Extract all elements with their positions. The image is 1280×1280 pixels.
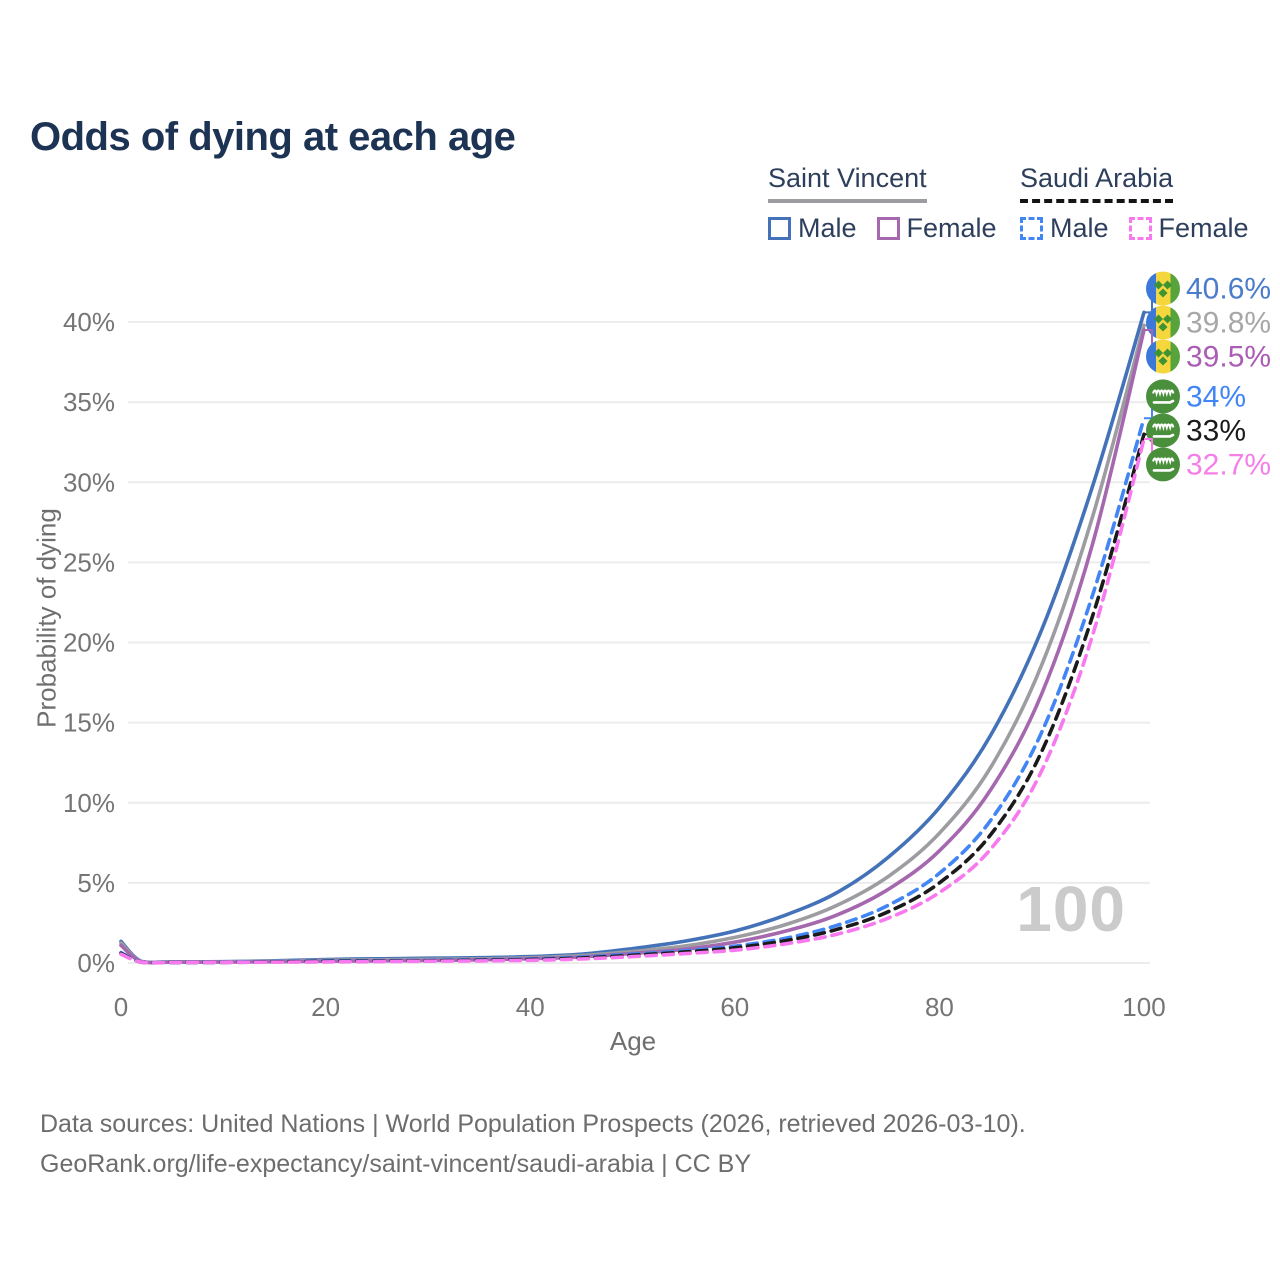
age-watermark: 100 xyxy=(1016,873,1126,945)
line-swatch-icon xyxy=(1128,217,1152,240)
series-line-saint-vincent-male xyxy=(119,310,1146,965)
y-tick-label: 20% xyxy=(63,628,115,658)
y-tick-label: 0% xyxy=(77,948,115,978)
legend-item-label: Male xyxy=(798,213,857,243)
end-label-saudi-arabia-female: 32.7% xyxy=(1186,448,1271,481)
flag-icon-saudi-arabia xyxy=(1146,447,1180,482)
legend-item-saudi-arabia-female[interactable]: Female xyxy=(1128,213,1249,244)
line-swatch-icon xyxy=(1020,217,1043,240)
legend-item-saint-vincent-male[interactable]: Male xyxy=(768,213,857,244)
legend-group-saudi-arabia: Saudi Arabia Male Female xyxy=(1020,163,1249,244)
x-tick-label: 20 xyxy=(311,992,340,1022)
legend-item-saudi-arabia-male[interactable]: Male xyxy=(1020,213,1109,244)
flag-icon-saudi-arabia xyxy=(1146,413,1180,448)
flag-icon-saint-vincent xyxy=(1146,339,1180,374)
end-label-saint-vincent-female: 39.5% xyxy=(1186,341,1271,374)
footer-sources: Data sources: United Nations | World Pop… xyxy=(40,1110,1026,1138)
x-tick-label: 100 xyxy=(1122,992,1165,1022)
legend-row-saint-vincent: Male Female xyxy=(768,213,997,244)
y-tick-label: 15% xyxy=(63,708,115,738)
page-title: Odds of dying at each age xyxy=(30,114,516,159)
legend-group-title-saudi-arabia[interactable]: Saudi Arabia xyxy=(1020,163,1174,203)
legend-group-title-saint-vincent[interactable]: Saint Vincent xyxy=(768,163,927,203)
legend-item-saint-vincent-female[interactable]: Female xyxy=(876,213,997,244)
y-tick-label: 5% xyxy=(77,868,115,898)
flag-icon-saint-vincent xyxy=(1146,271,1180,306)
end-label-saudi-arabia-male: 34% xyxy=(1186,380,1246,413)
footer-url: GeoRank.org/life-expectancy/saint-vincen… xyxy=(40,1150,751,1178)
y-tick-label: 35% xyxy=(63,387,115,417)
x-tick-label: 80 xyxy=(925,992,954,1022)
legend-item-label: Male xyxy=(1050,213,1109,243)
flag-icon-saint-vincent xyxy=(1146,305,1180,340)
y-tick-label: 25% xyxy=(63,547,115,577)
end-label-saudi-arabia-both-sexes: 33% xyxy=(1186,414,1246,447)
footer: Data sources: United Nations | World Pop… xyxy=(40,1104,1026,1184)
x-tick-label: 0 xyxy=(114,992,128,1022)
x-tick-label: 40 xyxy=(516,992,545,1022)
flag-icon-saudi-arabia xyxy=(1146,379,1180,414)
y-tick-label: 40% xyxy=(63,307,115,337)
line-swatch-icon xyxy=(768,217,791,240)
line-swatch-icon xyxy=(876,217,900,240)
series-line-saint-vincent-both-sexes xyxy=(119,323,1146,965)
x-axis-title: Age xyxy=(609,1026,657,1056)
legend-group-saint-vincent: Saint Vincent Male Female xyxy=(768,163,997,244)
legend-item-label: Female xyxy=(1158,213,1249,243)
x-tick-label: 60 xyxy=(720,992,749,1022)
y-tick-label: 30% xyxy=(63,467,115,497)
legend-item-label: Female xyxy=(906,213,997,243)
end-label-saint-vincent-both-sexes: 39.8% xyxy=(1186,307,1271,340)
series-line-saudi-arabia-female xyxy=(119,437,1146,965)
legend-row-saudi-arabia: Male Female xyxy=(1020,213,1249,244)
y-tick-label: 10% xyxy=(63,788,115,818)
end-label-saint-vincent-male: 40.6% xyxy=(1186,273,1271,306)
series-line-saint-vincent-female xyxy=(119,328,1146,965)
